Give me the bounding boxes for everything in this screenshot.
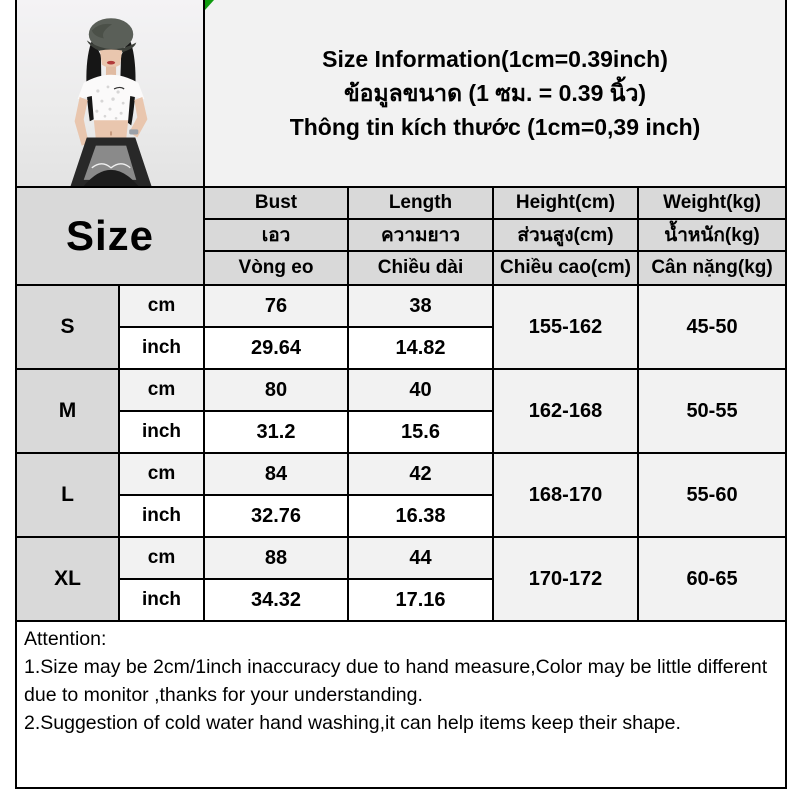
- unit-label-inch: inch: [118, 410, 205, 454]
- table-row: XL cm 88 44 170-172 60-65: [15, 536, 788, 622]
- length-cm-m: 40: [347, 368, 494, 412]
- unit-label-cm: cm: [118, 452, 205, 496]
- col-header-weight-en: Weight(kg): [636, 186, 788, 220]
- size-label-l: L: [15, 452, 120, 538]
- length-cm-l: 42: [347, 452, 494, 496]
- size-table: Size Information(1cm=0.39inch) ข้อมูลขนา…: [14, 0, 788, 789]
- bust-cm-xl: 88: [203, 536, 349, 580]
- title-line-vietnamese: Thông tin kích thước (1cm=0,39 inch): [289, 114, 701, 140]
- unit-label-cm: cm: [118, 536, 205, 580]
- col-header-length-en: Length: [347, 186, 494, 220]
- attention-line-2: 2.Suggestion of cold water hand washing,…: [24, 712, 681, 734]
- size-corner-label: Size: [15, 186, 205, 286]
- unit-label-cm: cm: [118, 284, 205, 328]
- title-line-english: Size Information(1cm=0.39inch): [322, 46, 668, 72]
- height-range-m: 162-168: [492, 368, 639, 454]
- green-corner-marker-icon: [205, 0, 214, 10]
- length-inch-l: 16.38: [347, 494, 494, 538]
- bust-cm-l: 84: [203, 452, 349, 496]
- col-header-height-vi: Chiều cao(cm): [492, 250, 639, 286]
- table-row: inch 29.64 14.82: [16, 326, 786, 370]
- col-header-bust-en: Bust: [203, 186, 349, 220]
- model-photo-illustration: [18, 1, 202, 185]
- size-information-title: Size Information(1cm=0.39inch) ข้อมูลขนา…: [202, 0, 788, 188]
- bust-cm-s: 76: [203, 284, 349, 328]
- table-row: inch 34.32 17.16: [16, 578, 786, 622]
- weight-range-l: 55-60: [636, 452, 788, 538]
- col-header-length-th: ความยาว: [347, 218, 494, 252]
- weight-range-s: 45-50: [636, 284, 788, 370]
- col-header-length-vi: Chiều dài: [347, 250, 494, 286]
- title-line-thai: ข้อมูลขนาด (1 ซม. = 0.39 นิ้ว): [343, 80, 647, 106]
- height-range-xl: 170-172: [492, 536, 639, 622]
- length-inch-m: 15.6: [347, 410, 494, 454]
- col-header-bust-th: เอว: [203, 218, 349, 252]
- bust-cm-m: 80: [203, 368, 349, 412]
- weight-range-xl: 60-65: [636, 536, 788, 622]
- length-cm-xl: 44: [347, 536, 494, 580]
- height-range-s: 155-162: [492, 284, 639, 370]
- weight-range-m: 50-55: [636, 368, 788, 454]
- size-label-xl: XL: [15, 536, 120, 622]
- col-header-weight-vi: Cân nặng(kg): [636, 250, 788, 286]
- bust-inch-m: 31.2: [203, 410, 349, 454]
- col-header-bust-vi: Vòng eo: [203, 250, 349, 286]
- table-row: S cm 76 38 155-162 45-50: [15, 284, 788, 370]
- unit-label-inch: inch: [118, 494, 205, 538]
- col-header-weight-th: น้ำหนัก(kg): [636, 218, 788, 252]
- table-row: inch 31.2 15.6: [16, 410, 786, 454]
- table-row: L cm 84 42 168-170 55-60: [15, 452, 788, 538]
- unit-label-cm: cm: [118, 368, 205, 412]
- bust-inch-xl: 34.32: [203, 578, 349, 622]
- bust-inch-s: 29.64: [203, 326, 349, 370]
- attention-line-1: 1.Size may be 2cm/1inch inaccuracy due t…: [24, 656, 768, 706]
- unit-label-inch: inch: [118, 578, 205, 622]
- attention-heading: Attention:: [24, 628, 107, 650]
- height-range-l: 168-170: [492, 452, 639, 538]
- table-row: M cm 80 40 162-168 50-55: [15, 368, 788, 454]
- attention-note: Attention: 1.Size may be 2cm/1inch inacc…: [14, 620, 788, 789]
- unit-label-inch: inch: [118, 326, 205, 370]
- col-header-height-th: ส่วนสูง(cm): [492, 218, 639, 252]
- length-cm-s: 38: [347, 284, 494, 328]
- length-inch-xl: 17.16: [347, 578, 494, 622]
- length-inch-s: 14.82: [347, 326, 494, 370]
- model-photo: [15, 0, 205, 188]
- bust-inch-l: 32.76: [203, 494, 349, 538]
- size-label-s: S: [15, 284, 120, 370]
- col-header-height-en: Height(cm): [492, 186, 639, 220]
- table-row: inch 32.76 16.38: [16, 494, 786, 538]
- size-label-m: M: [15, 368, 120, 454]
